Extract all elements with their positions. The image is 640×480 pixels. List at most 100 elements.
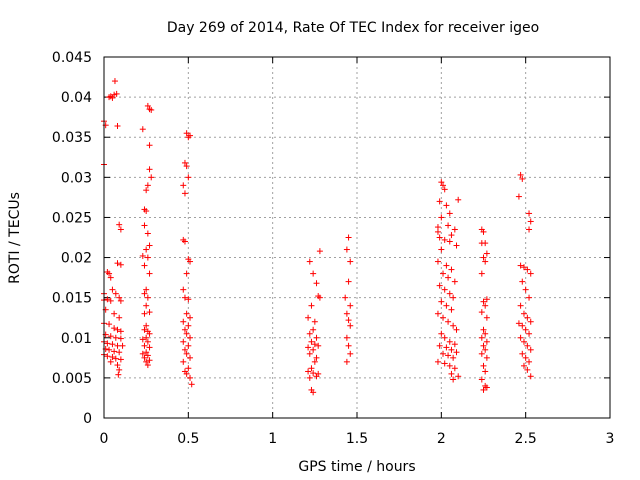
data-point [185,365,192,372]
data-point [106,270,113,277]
data-point [185,342,192,349]
data-point [113,90,120,97]
data-point [519,350,526,357]
data-point [522,326,529,333]
data-point [143,358,150,365]
data-point [347,302,354,309]
data-point [450,294,457,301]
data-point [141,310,148,317]
data-point [180,338,187,345]
data-point [313,334,320,341]
data-point [483,384,490,391]
data-point [483,354,490,361]
data-point [141,342,148,349]
data-point [313,280,320,287]
data-point [310,346,317,353]
data-point [306,350,313,357]
data-point [144,338,151,345]
data-point [434,258,441,265]
data-point [316,294,323,301]
data-point [183,270,190,277]
data-point [143,208,150,215]
y-tick-label: 0.025 [52,210,92,226]
data-point [114,260,121,267]
data-point [527,318,534,325]
data-point [478,309,485,316]
data-point [445,274,452,281]
data-point [441,360,448,367]
data-point [143,334,150,341]
data-point [117,328,124,335]
data-point [188,381,195,388]
x-axis-tick-labels: 0 0.5 1 1.5 2 2.5 3 [100,431,615,447]
data-point [180,182,187,189]
data-point [450,322,457,329]
data-point [183,310,190,317]
data-point [345,278,352,285]
plot-frame [103,56,611,419]
data-point [440,350,447,357]
data-point [144,362,151,369]
data-point [111,310,118,317]
data-point [143,349,150,356]
data-point [443,302,450,309]
data-point [146,309,153,316]
data-point [181,190,188,197]
data-point [448,370,455,377]
data-point [446,238,453,245]
data-point [143,322,150,329]
y-tick-label: 0 [83,411,92,427]
data-point [181,294,188,301]
data-point [524,266,531,273]
chart-title: Day 269 of 2014, Rate Of TEC Index for r… [167,20,539,36]
data-point [183,163,190,170]
data-point [519,322,526,329]
data-point [480,298,487,305]
data-point [141,326,148,333]
data-point [185,296,192,303]
data-point [445,222,452,229]
data-point [441,186,448,193]
data-point [116,349,123,356]
data-point [111,78,118,85]
data-point [443,262,450,269]
data-point [526,226,533,233]
data-point [141,354,148,361]
data-point [443,344,450,351]
data-point [183,370,190,377]
data-point [117,356,124,363]
data-point [478,270,485,277]
data-point [308,302,315,309]
y-tick-label: 0.04 [61,90,92,106]
data-point [343,246,350,253]
data-point [448,266,455,273]
data-point [519,175,526,182]
data-point [139,126,146,133]
data-point [116,366,123,373]
data-point [438,298,445,305]
data-point [109,341,116,348]
x-tick-label: 1.5 [346,431,368,447]
data-point [526,294,533,301]
data-point [347,258,354,265]
data-point [107,274,114,281]
data-point [453,349,460,356]
data-point [438,330,445,337]
data-point [448,232,455,239]
data-point [519,278,526,285]
data-point [527,218,534,225]
data-point [434,224,441,231]
data-point [438,179,445,186]
data-point [111,348,118,355]
data-point [480,228,487,235]
data-point [482,368,489,375]
data-point [146,344,153,351]
data-point [524,366,531,373]
y-tick-label: 0.03 [61,170,92,186]
data-point [446,290,453,297]
data-point [180,358,187,365]
data-point [104,353,111,360]
data-point [434,358,441,365]
data-point [114,342,121,349]
data-point [436,282,443,289]
